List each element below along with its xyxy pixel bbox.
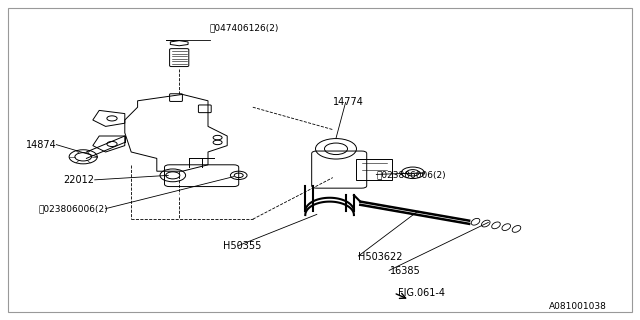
Text: H503622: H503622 xyxy=(358,252,403,262)
Text: 14774: 14774 xyxy=(333,97,364,108)
Text: Ⓢ047406126(2): Ⓢ047406126(2) xyxy=(210,24,279,33)
Text: A081001038: A081001038 xyxy=(549,302,607,311)
Text: 14874: 14874 xyxy=(26,140,56,150)
Text: H50355: H50355 xyxy=(223,241,261,251)
Text: Ⓝ023806006(2): Ⓝ023806006(2) xyxy=(376,170,446,179)
Text: 22012: 22012 xyxy=(64,175,95,185)
Text: 16385: 16385 xyxy=(390,266,421,276)
Text: FIG.061-4: FIG.061-4 xyxy=(398,288,445,298)
Text: Ⓝ023806006(2): Ⓝ023806006(2) xyxy=(38,204,108,213)
